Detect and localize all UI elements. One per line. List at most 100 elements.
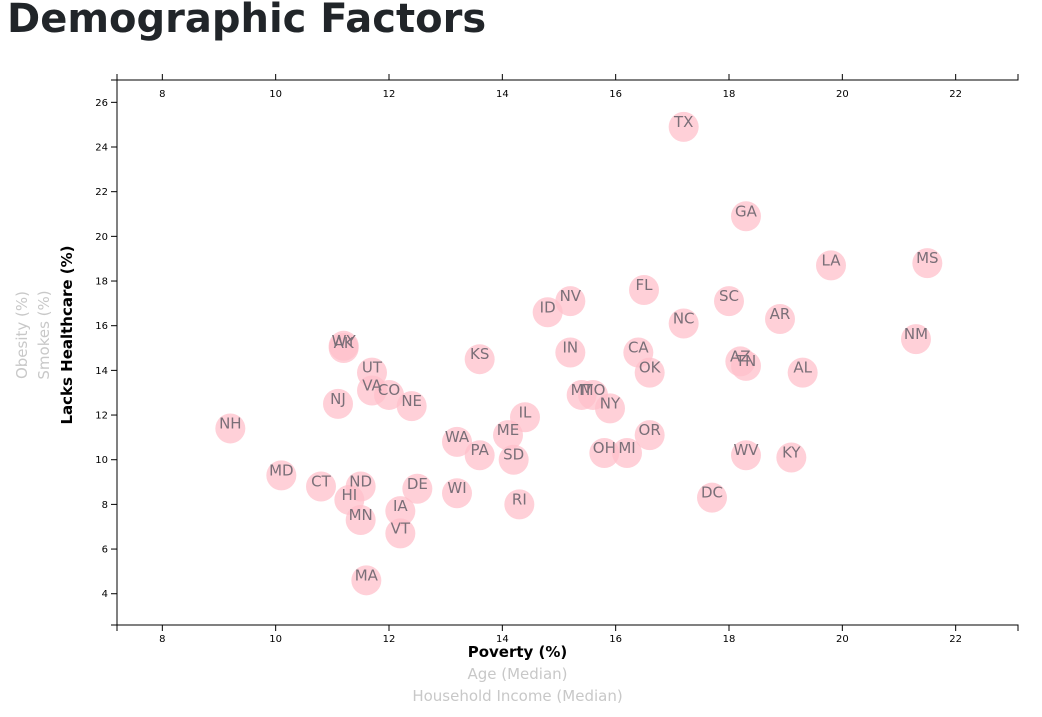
x-axis-top: 8 10 12 14 16 18 20 22	[116, 74, 1019, 100]
y-tick-label: 10	[95, 455, 108, 466]
state-circle-de	[402, 473, 433, 504]
state-circle-nc	[668, 308, 699, 339]
state-circle-dc	[697, 482, 727, 513]
x-bottom-tick-label: 12	[383, 634, 396, 645]
state-circle-ct	[306, 471, 336, 502]
state-label-nc: NC	[673, 309, 695, 327]
x-axis-label-1[interactable]: Age (Median)	[467, 665, 567, 683]
state-circle-fl	[629, 274, 659, 305]
state-circle-ak	[328, 333, 359, 364]
x-axis-label-0[interactable]: Poverty (%)	[468, 643, 568, 661]
y-axis-label-0[interactable]: Lacks Healthcare (%)	[58, 245, 76, 424]
state-circle-in	[555, 337, 586, 368]
state-circle-ri	[504, 489, 535, 520]
state-label-ri: RI	[512, 490, 527, 508]
state-label-nm: NM	[904, 325, 928, 343]
state-circle-mi	[612, 438, 642, 469]
state-label-in: IN	[563, 339, 579, 357]
state-circle-nv	[555, 286, 586, 317]
state-label-ma: MA	[355, 566, 379, 584]
state-label-oh: OH	[593, 439, 616, 457]
state-label-md: MD	[269, 461, 294, 479]
state-circle-wi	[442, 478, 472, 509]
state-label-la: LA	[822, 251, 842, 269]
x-bottom-tick-label: 10	[269, 634, 282, 645]
state-circle-ny	[595, 393, 625, 424]
state-label-hi: HI	[341, 486, 357, 504]
x-top-tick-label: 18	[723, 89, 736, 100]
state-label-ok: OK	[639, 359, 662, 377]
state-circle-vt	[385, 518, 416, 549]
state-label-az: AZ	[730, 347, 751, 365]
state-circle-ne	[396, 391, 427, 422]
state-circle-oh	[589, 438, 620, 469]
state-label-ks: KS	[470, 345, 489, 363]
state-label-ct: CT	[311, 473, 331, 491]
state-label-al: AL	[793, 359, 812, 377]
y-axis-label-2[interactable]: Obesity (%)	[13, 291, 31, 379]
state-label-nh: NH	[219, 414, 242, 432]
state-label-pa: PA	[470, 441, 489, 459]
state-label-va: VA	[362, 376, 382, 394]
state-circle-nh	[215, 413, 246, 444]
state-circle-nm	[901, 324, 931, 355]
x-bottom-tick-label: 18	[723, 634, 736, 645]
x-bottom-tick-label: 16	[609, 634, 622, 645]
x-axis-bottom-domain	[116, 624, 1019, 631]
state-circle-wa	[442, 426, 472, 457]
y-tick-label: 22	[95, 187, 108, 198]
x-axis-labels: Poverty (%) Age (Median) Household Income …	[412, 643, 622, 705]
y-tick-label: 14	[95, 366, 108, 377]
y-tick-label: 6	[102, 545, 108, 556]
state-label-wi: WI	[447, 479, 466, 497]
state-label-co: CO	[378, 381, 400, 399]
state-label-ut: UT	[362, 359, 383, 377]
state-label-ms: MS	[916, 249, 938, 267]
state-label-sc: SC	[719, 287, 739, 305]
x-top-tick-label: 16	[609, 89, 622, 100]
x-top-tick-label: 14	[496, 89, 509, 100]
y-tick-label: 26	[95, 98, 108, 109]
state-label-ga: GA	[735, 202, 758, 220]
state-label-ne: NE	[401, 392, 422, 410]
x-top-tick-label: 22	[949, 89, 962, 100]
page-title: Demographic Factors	[7, 0, 487, 42]
state-label-ar: AR	[770, 305, 791, 323]
state-label-wa: WA	[445, 428, 470, 446]
state-label-nj: NJ	[330, 390, 346, 408]
y-axis-domain	[111, 79, 118, 626]
state-circle-al	[787, 357, 818, 388]
y-axis-label-1[interactable]: Smokes (%)	[35, 290, 53, 379]
state-circle-tx	[668, 111, 699, 142]
state-circle-wv	[731, 440, 761, 471]
state-circle-ar	[765, 303, 795, 334]
x-bottom-tick-label: 20	[836, 634, 849, 645]
state-label-wv: WV	[733, 441, 759, 459]
y-axis-labels: Lacks Healthcare (%) Smokes (%)Obesity (%…	[13, 245, 76, 424]
state-circle-ks	[464, 344, 495, 375]
y-tick-label: 24	[95, 143, 108, 154]
y-tick-label: 16	[95, 321, 108, 332]
state-label-mi: MI	[618, 439, 635, 457]
state-label-ak: AK	[334, 334, 355, 352]
state-label-nv: NV	[560, 287, 582, 305]
state-label-vt: VT	[391, 519, 411, 537]
x-bottom-tick-label: 14	[496, 634, 509, 645]
state-circle-tn	[731, 350, 761, 381]
x-top-tick-label: 20	[836, 89, 849, 100]
state-circle-nj	[323, 388, 353, 419]
x-top-tick-label: 12	[383, 89, 396, 100]
x-axis-label-2[interactable]: Household Income (Median)	[412, 687, 622, 705]
state-label-mt: MT	[571, 381, 594, 399]
state-label-fl: FL	[636, 276, 654, 294]
state-label-or: OR	[639, 421, 661, 439]
state-label-dc: DC	[701, 484, 723, 502]
state-circle-id	[532, 297, 563, 328]
state-circle-sd	[498, 444, 529, 475]
y-tick-label: 20	[95, 232, 108, 243]
x-axis-top-domain	[116, 74, 1019, 81]
y-tick-label: 18	[95, 277, 108, 288]
state-label-sd: SD	[503, 446, 524, 464]
state-circle-ok	[634, 357, 665, 388]
